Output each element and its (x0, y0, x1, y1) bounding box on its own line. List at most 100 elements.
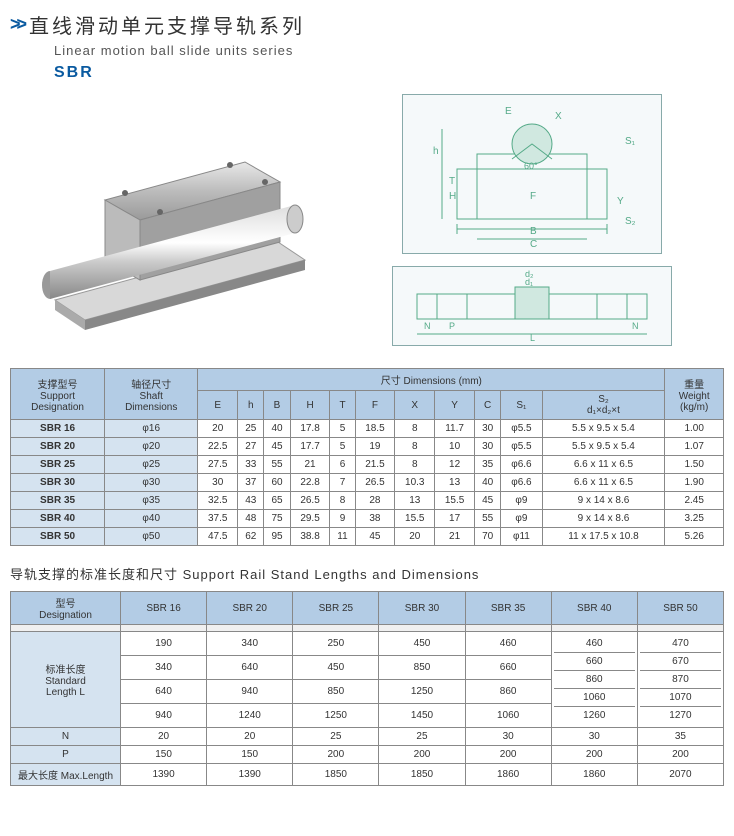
cell: φ5.5 (501, 438, 542, 456)
cell: 6.6 x 11 x 6.5 (542, 474, 665, 492)
cell: 28 (355, 492, 395, 510)
cell: 26.5 (355, 474, 395, 492)
cell: 5.5 x 9.5 x 5.4 (542, 438, 665, 456)
cell: 30 (475, 438, 501, 456)
cell: 1450 (379, 704, 465, 728)
cell: 11 (330, 528, 355, 546)
section2-title: 导轨支撑的标准长度和尺寸 Support Rail Stand Lengths … (10, 564, 724, 583)
cell: 13 (395, 492, 435, 510)
cell: 1850 (379, 764, 465, 786)
cell: 35 (475, 456, 501, 474)
cell: 17.7 (290, 438, 330, 456)
cell: 22.5 (198, 438, 238, 456)
cell: 45 (475, 492, 501, 510)
cell: 48 (238, 510, 264, 528)
row-shaft: φ30 (105, 474, 198, 492)
cell: 150 (207, 746, 293, 764)
cell: 9 x 14 x 8.6 (542, 510, 665, 528)
col-designation: 型号 Designation (11, 592, 121, 625)
cell: φ6.6 (501, 456, 542, 474)
cell: 2.45 (665, 492, 724, 510)
cell: 25 (238, 420, 264, 438)
cell: 1240 (207, 704, 293, 728)
cell: 19 (355, 438, 395, 456)
cell: 18.5 (355, 420, 395, 438)
table-row: SBR 25φ2527.5335521621.581235φ6.66.6 x 1… (11, 456, 724, 474)
cell: 5 (330, 438, 355, 456)
cell: 20 (198, 420, 238, 438)
cell: 850 (379, 656, 465, 680)
cell: 940 (121, 704, 207, 728)
table-row: SBR 50φ5047.5629538.81145202170φ1111 x 1… (11, 528, 724, 546)
row-name: SBR 16 (11, 420, 105, 438)
cell: 55 (475, 510, 501, 528)
cell: 13 (435, 474, 475, 492)
row-shaft: φ50 (105, 528, 198, 546)
svg-text:N: N (424, 321, 431, 331)
col-weight: 重量 Weight (kg/m) (665, 369, 724, 420)
svg-text:N: N (632, 321, 639, 331)
length-diagram: d₂ d₁ N P N L (392, 266, 672, 346)
svg-text:B: B (530, 226, 537, 237)
dimensions-table: 支撑型号 Support Designation 轴径尺寸 Shaft Dime… (10, 368, 724, 546)
cell: 8 (395, 420, 435, 438)
svg-text:h: h (433, 146, 439, 157)
svg-text:S₂: S₂ (625, 216, 636, 227)
table-row: SBR 40φ4037.5487529.593815.51755φ99 x 14… (11, 510, 724, 528)
col-sbr40: SBR 40 (551, 592, 637, 625)
col-support: 支撑型号 Support Designation (11, 369, 105, 420)
cell: 33 (238, 456, 264, 474)
dim-col: Y (435, 391, 475, 420)
lengths-table: 型号 Designation SBR 16 SBR 20 SBR 25 SBR … (10, 591, 724, 786)
dim-col: S₁ (501, 391, 542, 420)
multi-length-cell: 47067087010701270 (637, 632, 723, 728)
cell: φ9 (501, 492, 542, 510)
cell: 200 (637, 746, 723, 764)
cell: 1390 (121, 764, 207, 786)
cell: 850 (293, 680, 379, 704)
cell: 1.00 (665, 420, 724, 438)
col-sbr50: SBR 50 (637, 592, 723, 625)
cell: 27.5 (198, 456, 238, 474)
cell: 38 (355, 510, 395, 528)
cell: 200 (465, 746, 551, 764)
svg-text:P: P (449, 321, 455, 331)
cell: 45 (355, 528, 395, 546)
cell: 8 (330, 492, 355, 510)
cell: 660 (465, 656, 551, 680)
cell: 11 x 17.5 x 10.8 (542, 528, 665, 546)
dim-col: X (395, 391, 435, 420)
cell: 1390 (207, 764, 293, 786)
cell: 250 (293, 632, 379, 656)
cell: 8 (395, 438, 435, 456)
cell: 640 (207, 656, 293, 680)
cell: 30 (465, 728, 551, 746)
cell: 38.8 (290, 528, 330, 546)
svg-text:L: L (530, 333, 535, 343)
cell: 15.5 (435, 492, 475, 510)
cell: 10 (435, 438, 475, 456)
cell: 43 (238, 492, 264, 510)
dim-col: S₂ d₁×d₂×t (542, 391, 665, 420)
cell: 3.25 (665, 510, 724, 528)
cell: 62 (238, 528, 264, 546)
svg-text:C: C (530, 239, 537, 249)
multi-length-cell: 46066086010601260 (551, 632, 637, 728)
cell: 8 (395, 456, 435, 474)
cell: 95 (264, 528, 290, 546)
dim-col: E (198, 391, 238, 420)
cell: 75 (264, 510, 290, 528)
svg-text:60°: 60° (524, 161, 538, 171)
cell: 1860 (465, 764, 551, 786)
svg-text:X: X (555, 111, 562, 122)
cell: 150 (121, 746, 207, 764)
cell: 37 (238, 474, 264, 492)
std-length-label: 标准长度 Standard Length L (11, 632, 121, 728)
cell: 26.5 (290, 492, 330, 510)
cell: 20 (395, 528, 435, 546)
cell: 21 (435, 528, 475, 546)
cell: 1060 (465, 704, 551, 728)
row-name: SBR 35 (11, 492, 105, 510)
table-row: SBR 20φ2022.5274517.751981030φ5.55.5 x 9… (11, 438, 724, 456)
cell: 65 (264, 492, 290, 510)
